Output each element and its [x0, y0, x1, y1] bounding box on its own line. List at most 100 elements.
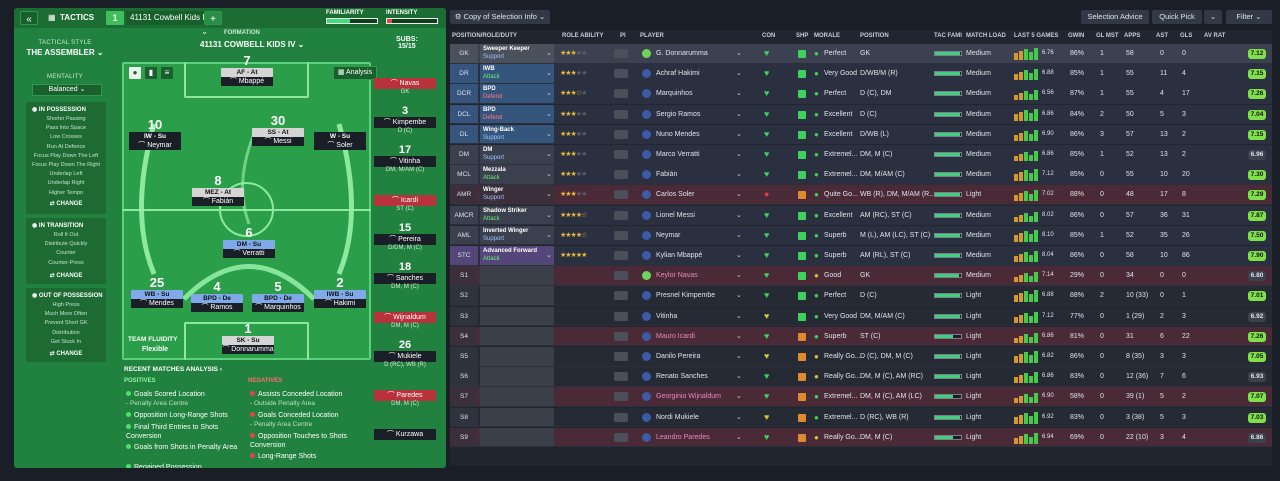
- player-role[interactable]: MEZ - At: [192, 188, 244, 197]
- player-name[interactable]: Mauro Icardi: [656, 332, 695, 340]
- player-role[interactable]: IW - Su: [129, 132, 181, 141]
- row-role[interactable]: Mezzala Attack: [480, 165, 554, 184]
- table-row[interactable]: S5 Danilo Pereira ⌄ ♥ ● Really Go... D (C), DM…: [450, 347, 1272, 367]
- selection-advice-button[interactable]: Selection Advice: [1081, 10, 1149, 24]
- row-role[interactable]: [480, 387, 554, 406]
- chevron-down-icon[interactable]: ⌄: [736, 90, 742, 98]
- formation-name[interactable]: 41131 COWBELL KIDS IV ⌄: [200, 40, 305, 49]
- player-card[interactable]: 30 SS - At ⌒ Messi: [252, 114, 304, 146]
- player-role[interactable]: SS - At: [252, 128, 304, 137]
- player-card[interactable]: 5 BPD - De ⌒ Marquinhos: [252, 280, 304, 312]
- player-name[interactable]: G. Donnarumma: [656, 50, 708, 57]
- table-row[interactable]: S4 Mauro Icardi ⌄ ♥ ● Superb ST (C) Light 6.86 81…: [450, 326, 1272, 347]
- player-instructions-icon[interactable]: [614, 271, 628, 281]
- column-header[interactable]: SHP: [796, 33, 809, 39]
- column-header[interactable]: CON: [762, 33, 776, 39]
- player-role[interactable]: SK - Su: [222, 336, 274, 345]
- row-role[interactable]: [480, 367, 554, 386]
- table-row[interactable]: DR IWB Attack ⌄ ★★★★★ Achraf Hakimi ⌄ ♥ ● Very Go…: [450, 64, 1272, 84]
- column-header[interactable]: APPS: [1124, 33, 1141, 39]
- table-row[interactable]: DCL BPD Defend ⌄ ★★★★★ Sergio Ramos ⌄ ♥ ● Excelle…: [450, 104, 1272, 125]
- player-name[interactable]: Nordi Mukiele: [656, 413, 699, 421]
- player-instructions-icon[interactable]: [614, 190, 628, 200]
- player-name[interactable]: Nuno Mendes: [656, 130, 700, 138]
- quick-pick-button[interactable]: Quick Pick: [1152, 10, 1202, 24]
- player-card[interactable]: 2 IWB - Su ⌒ Hakimi: [314, 276, 366, 308]
- table-row[interactable]: S9 Leandro Paredes ⌄ ♥ ● Really Go... DM, M (C…: [450, 427, 1272, 448]
- row-role[interactable]: [480, 266, 554, 285]
- row-role[interactable]: [480, 407, 554, 427]
- column-header[interactable]: GWIN: [1068, 33, 1085, 39]
- table-row[interactable]: GK Sweeper Keeper Support ⌄ ★★★★★ G. Donnarum…: [450, 44, 1272, 64]
- column-header[interactable]: MORALE: [814, 33, 840, 39]
- player-name[interactable]: ⌒ Fabián: [192, 197, 244, 206]
- row-role[interactable]: IWB Attack: [480, 64, 554, 83]
- player-card[interactable]: 4 BPD - De ⌒ Ramos: [191, 280, 243, 312]
- sub-player-name[interactable]: ⌒ Kurzawa: [374, 429, 436, 440]
- player-instructions-icon[interactable]: [614, 311, 628, 321]
- player-role[interactable]: W - Su: [314, 132, 366, 141]
- in-possession-change-button[interactable]: ⇄ CHANGE: [49, 201, 83, 207]
- row-role[interactable]: Sweeper Keeper Support: [480, 44, 554, 63]
- player-name[interactable]: ⌒ Donnarumma: [222, 345, 274, 354]
- player-name[interactable]: ⌒ Marquinhos: [252, 303, 304, 312]
- column-header[interactable]: GL MST: [1096, 33, 1119, 39]
- row-role[interactable]: [480, 347, 554, 366]
- sub-player-name[interactable]: ⌒ Vitinha: [374, 156, 436, 167]
- player-name[interactable]: Fabián: [656, 171, 678, 179]
- table-row[interactable]: STC Advanced Forward Attack ⌄ ★★★★★ Kylian Mb…: [450, 246, 1272, 266]
- player-role[interactable]: WB - Su: [131, 290, 183, 299]
- player-instructions-icon[interactable]: [614, 210, 628, 220]
- row-role[interactable]: Wing-Back Support: [480, 124, 554, 144]
- column-header[interactable]: GLS: [1180, 33, 1193, 39]
- player-name[interactable]: Presnel Kimpembe: [656, 292, 716, 300]
- chevron-down-icon[interactable]: ⌄: [736, 151, 742, 158]
- chevron-down-icon[interactable]: ⌄: [736, 373, 742, 381]
- chevron-down-icon[interactable]: ⌄: [736, 393, 742, 401]
- pitch-view-icon[interactable]: ●: [128, 66, 142, 80]
- chevron-down-icon[interactable]: ⌄: [736, 292, 742, 300]
- row-role[interactable]: [480, 286, 554, 305]
- player-name[interactable]: ⌒ Mendes: [131, 299, 183, 308]
- row-role[interactable]: Inverted Winger Support: [480, 225, 554, 245]
- chevron-down-icon[interactable]: ⌄: [736, 231, 742, 239]
- chevron-down-icon[interactable]: ⌄: [736, 332, 742, 340]
- column-header[interactable]: POSITION/ROLE/DUTY: [452, 33, 518, 39]
- tactic-number-badge[interactable]: 1: [106, 11, 124, 25]
- table-row[interactable]: MCL Mezzala Attack ⌄ ★★★★★ Fabián ⌄ ♥ ● Extremel.…: [450, 165, 1272, 185]
- sub-player-card[interactable]: 3 ⌒ Kimpembe D (C): [374, 105, 436, 134]
- table-row[interactable]: DL Wing-Back Support ⌄ ★★★★★ Nuno Mendes ⌄ ♥ ● Ex…: [450, 124, 1272, 145]
- column-header[interactable]: MATCH LOAD: [966, 33, 1006, 39]
- chevron-down-icon[interactable]: ⌄: [736, 50, 742, 57]
- list-view-icon[interactable]: ≡: [160, 66, 174, 80]
- player-name[interactable]: Vitinha: [656, 312, 678, 320]
- player-card[interactable]: 6 DM - Su ⌒ Verratti: [223, 226, 275, 258]
- chevron-down-icon[interactable]: ⌄: [736, 191, 742, 199]
- player-name[interactable]: Marco Verratti: [656, 151, 700, 158]
- player-name[interactable]: Danilo Pereira: [656, 353, 701, 360]
- player-card[interactable]: W - Su ⌒ Soler: [314, 118, 366, 150]
- player-instructions-icon[interactable]: [614, 412, 628, 422]
- copy-selection-info-dropdown[interactable]: ⚙ Copy of Selection Info ⌄: [450, 10, 550, 24]
- sub-player-name[interactable]: ⌒ Kimpembe: [374, 117, 436, 128]
- row-role[interactable]: [480, 326, 554, 346]
- player-name[interactable]: ⌒ Verratti: [223, 249, 275, 258]
- player-role[interactable]: BPD - De: [252, 294, 304, 303]
- player-name[interactable]: Sergio Ramos: [656, 110, 701, 118]
- table-row[interactable]: DM DM Support ⌄ ★★★★★ Marco Verratti ⌄ ♥ ● Extrem…: [450, 145, 1272, 165]
- bar-chart-icon[interactable]: ▮: [144, 66, 158, 80]
- player-name[interactable]: Renato Sanches: [656, 373, 708, 381]
- player-instructions-icon[interactable]: [614, 432, 628, 442]
- player-card[interactable]: 8 MEZ - At ⌒ Fabián: [192, 174, 244, 206]
- table-row[interactable]: S8 Nordi Mukiele ⌄ ♥ ● Extremel... D (RC), WB …: [450, 407, 1272, 428]
- row-role[interactable]: Advanced Forward Attack: [480, 246, 554, 265]
- add-tactic-button[interactable]: +: [204, 11, 222, 25]
- row-role[interactable]: DM Support: [480, 145, 554, 164]
- player-name[interactable]: Keylor Navas: [656, 272, 698, 280]
- column-header[interactable]: PLAYER: [640, 33, 664, 39]
- mentality-dropdown[interactable]: Balanced ⌄: [32, 84, 102, 96]
- sub-player-card[interactable]: ⌒ Wijnaldum DM, M (C): [374, 300, 436, 329]
- chevron-down-icon[interactable]: ⌄: [736, 413, 742, 421]
- player-name[interactable]: ⌒ Neymar: [129, 141, 181, 150]
- sub-player-name[interactable]: ⌒ Paredes: [374, 390, 436, 401]
